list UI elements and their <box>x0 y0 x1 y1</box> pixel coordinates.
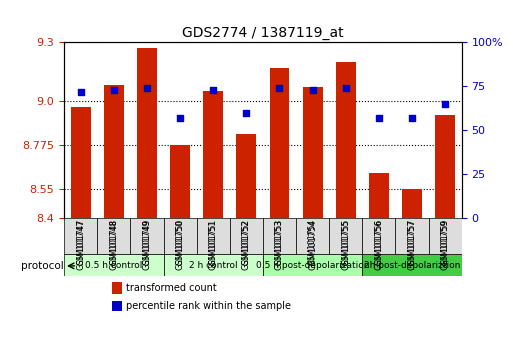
Point <box>242 110 250 115</box>
Bar <box>336 62 356 218</box>
Text: GSM101749: GSM101749 <box>143 219 151 270</box>
FancyBboxPatch shape <box>164 218 196 254</box>
Bar <box>112 302 122 311</box>
Text: GSM101748: GSM101748 <box>109 219 119 265</box>
Bar <box>369 173 389 218</box>
Point <box>110 87 118 93</box>
Text: GSM101747: GSM101747 <box>76 219 85 270</box>
Text: GSM101750: GSM101750 <box>175 219 185 270</box>
Text: GSM101750: GSM101750 <box>175 219 185 266</box>
FancyBboxPatch shape <box>329 218 362 254</box>
Text: GSM101747: GSM101747 <box>76 219 85 266</box>
Text: percentile rank within the sample: percentile rank within the sample <box>126 302 291 312</box>
Text: GSM101757: GSM101757 <box>407 219 417 266</box>
Point <box>143 85 151 91</box>
Text: GSM101759: GSM101759 <box>441 219 449 270</box>
Text: 2 h control: 2 h control <box>189 261 238 270</box>
Bar <box>112 282 122 294</box>
Text: GSM101752: GSM101752 <box>242 219 251 265</box>
Text: GSM101752: GSM101752 <box>242 219 251 270</box>
Point <box>176 115 184 121</box>
Text: transformed count: transformed count <box>126 283 216 293</box>
Bar <box>402 188 422 218</box>
Text: GSM101759: GSM101759 <box>441 219 449 266</box>
Text: GSM101751: GSM101751 <box>209 219 218 270</box>
Text: GSM101754: GSM101754 <box>308 219 317 266</box>
FancyBboxPatch shape <box>196 218 230 254</box>
Point <box>275 85 284 91</box>
Text: GSM101748: GSM101748 <box>109 219 119 270</box>
FancyBboxPatch shape <box>64 254 164 276</box>
Bar <box>236 134 256 218</box>
Text: GSM101749: GSM101749 <box>143 219 151 266</box>
Point <box>441 101 449 107</box>
FancyBboxPatch shape <box>263 254 362 276</box>
Bar <box>104 85 124 218</box>
Text: GSM101754: GSM101754 <box>308 219 317 270</box>
Bar <box>137 48 157 218</box>
Text: GSM101756: GSM101756 <box>374 219 383 270</box>
Text: GSM101756: GSM101756 <box>374 219 383 266</box>
Point <box>76 89 85 95</box>
Bar <box>269 68 289 218</box>
Text: GSM101753: GSM101753 <box>275 219 284 266</box>
Bar <box>71 107 91 218</box>
Point <box>408 115 416 121</box>
Text: GSM101753: GSM101753 <box>275 219 284 270</box>
FancyBboxPatch shape <box>230 218 263 254</box>
Text: 2h post-depolariztion: 2h post-depolariztion <box>364 261 460 270</box>
FancyBboxPatch shape <box>296 218 329 254</box>
Point <box>342 85 350 91</box>
FancyBboxPatch shape <box>263 218 296 254</box>
Text: 0.5 h control: 0.5 h control <box>85 261 143 270</box>
Bar <box>435 114 455 218</box>
Text: GSM101751: GSM101751 <box>209 219 218 265</box>
Point <box>375 115 383 121</box>
Text: GSM101755: GSM101755 <box>341 219 350 270</box>
Text: 0.5 h post-depolarization: 0.5 h post-depolarization <box>256 261 369 270</box>
Bar <box>203 91 223 218</box>
Bar <box>303 87 323 218</box>
FancyBboxPatch shape <box>64 218 97 254</box>
FancyBboxPatch shape <box>396 218 428 254</box>
Bar <box>170 145 190 218</box>
FancyBboxPatch shape <box>97 218 130 254</box>
Text: GSM101757: GSM101757 <box>407 219 417 270</box>
Text: GSM101755: GSM101755 <box>341 219 350 266</box>
FancyBboxPatch shape <box>130 218 164 254</box>
Title: GDS2774 / 1387119_at: GDS2774 / 1387119_at <box>182 26 344 40</box>
FancyBboxPatch shape <box>362 254 462 276</box>
Point <box>308 87 317 93</box>
FancyBboxPatch shape <box>164 254 263 276</box>
FancyBboxPatch shape <box>362 218 396 254</box>
Point <box>209 87 218 93</box>
Text: protocol: protocol <box>22 261 64 271</box>
FancyBboxPatch shape <box>428 218 462 254</box>
